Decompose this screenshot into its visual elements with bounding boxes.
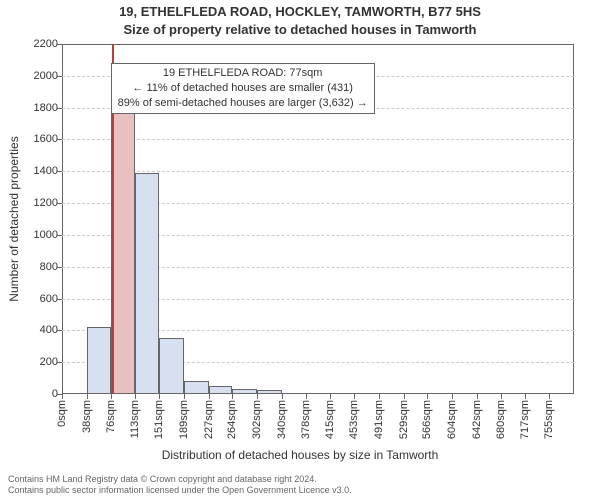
xtick-mark [477,394,478,399]
xtick-mark [87,394,88,399]
xtick-label: 415sqm [324,400,336,439]
xtick-mark [501,394,502,399]
xtick-label: 642sqm [471,400,483,439]
annotation-line2: ← 11% of detached houses are smaller (43… [118,81,368,96]
xtick-mark [379,394,380,399]
gridline [62,139,574,140]
xtick-label: 38sqm [81,400,93,433]
xtick-mark [427,394,428,399]
bar [159,338,184,394]
xtick-mark [525,394,526,399]
bar-highlighted [111,108,135,394]
chart-title-line1: 19, ETHELFLEDA ROAD, HOCKLEY, TAMWORTH, … [0,4,600,19]
ytick-label: 400 [40,324,62,336]
xtick-label: 604sqm [446,400,458,439]
ytick-label: 600 [40,293,62,305]
footer-attribution: Contains HM Land Registry data © Crown c… [8,474,352,497]
xtick-label: 302sqm [251,400,263,439]
xtick-label: 151sqm [153,400,165,439]
footer-line1: Contains HM Land Registry data © Crown c… [8,474,352,485]
xtick-mark [257,394,258,399]
footer-line2: Contains public sector information licen… [8,485,352,496]
ytick-label: 2200 [34,38,62,50]
y-axis-title: Number of detached properties [7,136,21,301]
xtick-mark [282,394,283,399]
xtick-label: 340sqm [276,400,288,439]
xtick-label: 453sqm [348,400,360,439]
xtick-label: 227sqm [203,400,215,439]
ytick-label: 1800 [34,102,62,114]
xtick-mark [232,394,233,399]
bar [209,386,233,394]
xtick-mark [452,394,453,399]
bar [232,389,257,394]
bar [135,173,160,394]
ytick-label: 1400 [34,165,62,177]
ytick-label: 1200 [34,197,62,209]
plot-area: 0200400600800100012001400160018002000220… [62,44,574,394]
xtick-label: 529sqm [398,400,410,439]
chart-container: 19, ETHELFLEDA ROAD, HOCKLEY, TAMWORTH, … [0,0,600,500]
ytick-label: 1600 [34,133,62,145]
xtick-label: 76sqm [105,400,117,433]
ytick-label: 1000 [34,229,62,241]
ytick-label: 2000 [34,70,62,82]
annotation-line1: 19 ETHELFLEDA ROAD: 77sqm [118,66,368,81]
xtick-mark [330,394,331,399]
bar [87,327,112,394]
xtick-mark [159,394,160,399]
xtick-mark [306,394,307,399]
xtick-mark [404,394,405,399]
bar [257,390,282,394]
xtick-label: 113sqm [129,400,141,438]
ytick-label: 800 [40,261,62,273]
bar [184,381,209,394]
ytick-label: 200 [40,356,62,368]
xtick-label: 755sqm [543,400,555,439]
annotation-line3: 89% of semi-detached houses are larger (… [118,96,368,111]
xtick-mark [62,394,63,399]
xtick-label: 566sqm [421,400,433,439]
xtick-mark [209,394,210,399]
chart-title-line2: Size of property relative to detached ho… [0,22,600,37]
xtick-label: 491sqm [373,400,385,439]
xtick-mark [549,394,550,399]
x-axis-title: Distribution of detached houses by size … [0,448,600,462]
annotation-box: 19 ETHELFLEDA ROAD: 77sqm← 11% of detach… [111,63,375,114]
xtick-mark [135,394,136,399]
xtick-label: 680sqm [495,400,507,439]
xtick-label: 189sqm [178,400,190,439]
xtick-mark [184,394,185,399]
xtick-mark [354,394,355,399]
xtick-mark [111,394,112,399]
xtick-label: 378sqm [300,400,312,439]
xtick-label: 264sqm [226,400,238,439]
xtick-label: 0sqm [56,400,68,427]
xtick-label: 717sqm [519,400,531,439]
ytick-label: 0 [52,388,62,400]
